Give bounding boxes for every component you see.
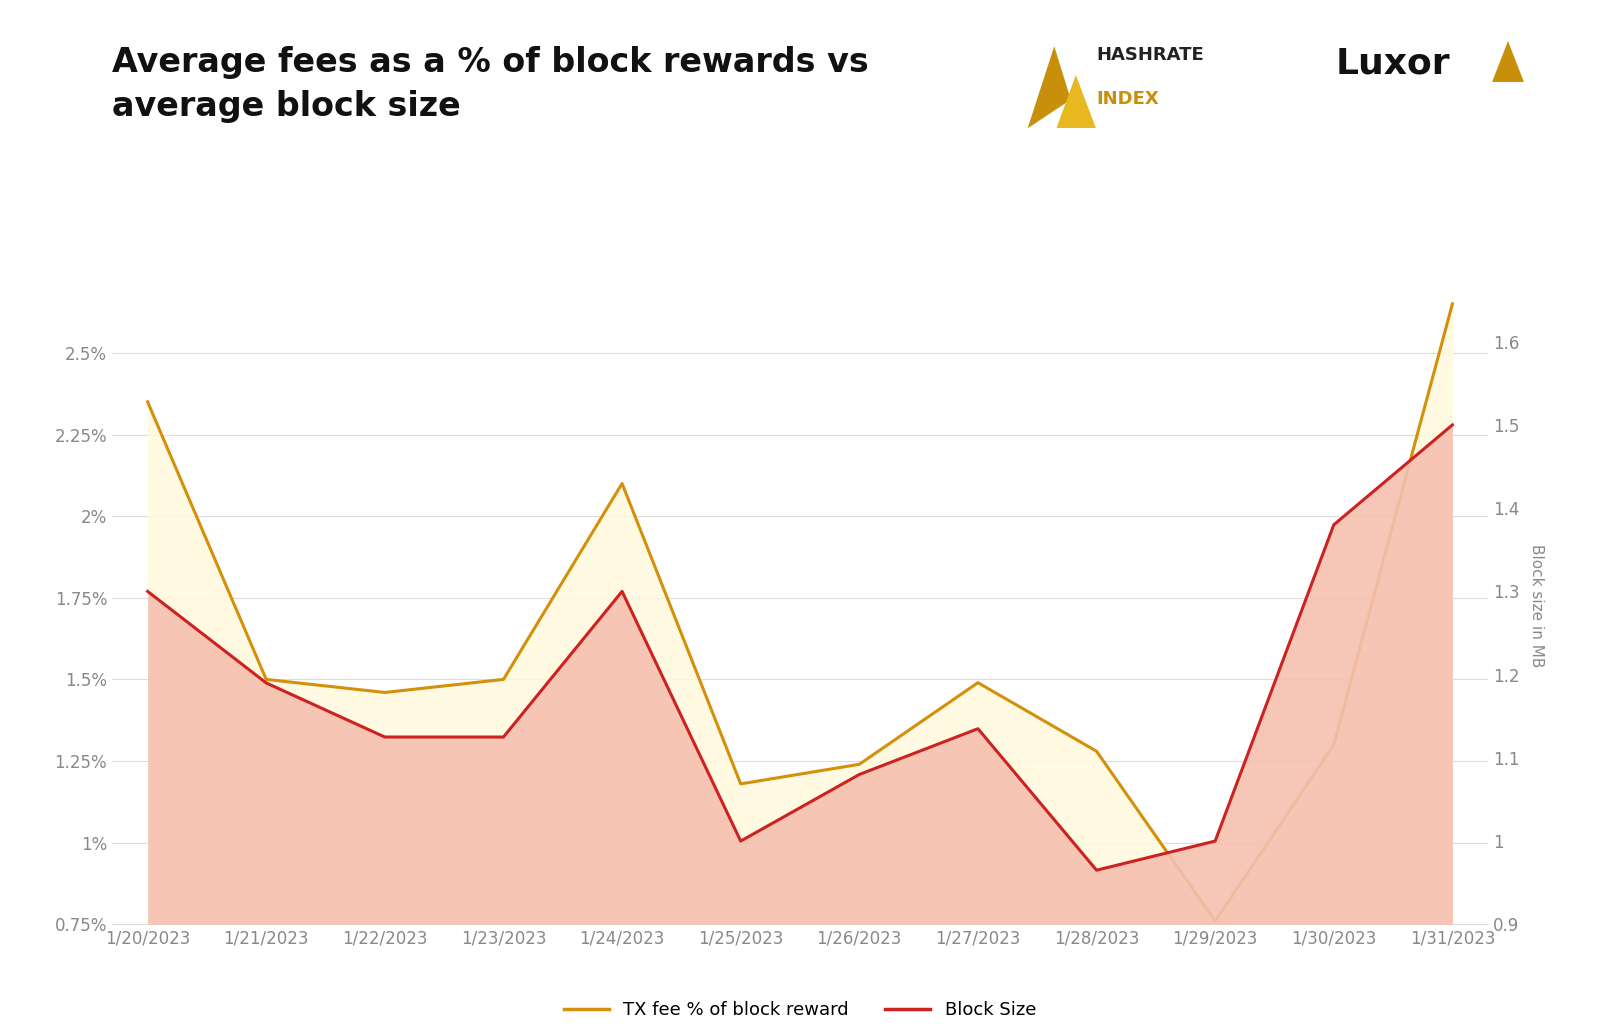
Polygon shape [1027, 46, 1070, 128]
Text: HASHRATE: HASHRATE [1096, 46, 1203, 65]
Polygon shape [1491, 41, 1523, 82]
Text: Luxor: Luxor [1336, 46, 1451, 80]
Y-axis label: Block size in MB: Block size in MB [1530, 544, 1544, 668]
Text: INDEX: INDEX [1096, 90, 1158, 109]
Polygon shape [1056, 75, 1096, 128]
Legend: TX fee % of block reward, Block Size: TX fee % of block reward, Block Size [557, 994, 1043, 1027]
Text: Average fees as a % of block rewards vs
average block size: Average fees as a % of block rewards vs … [112, 46, 869, 122]
